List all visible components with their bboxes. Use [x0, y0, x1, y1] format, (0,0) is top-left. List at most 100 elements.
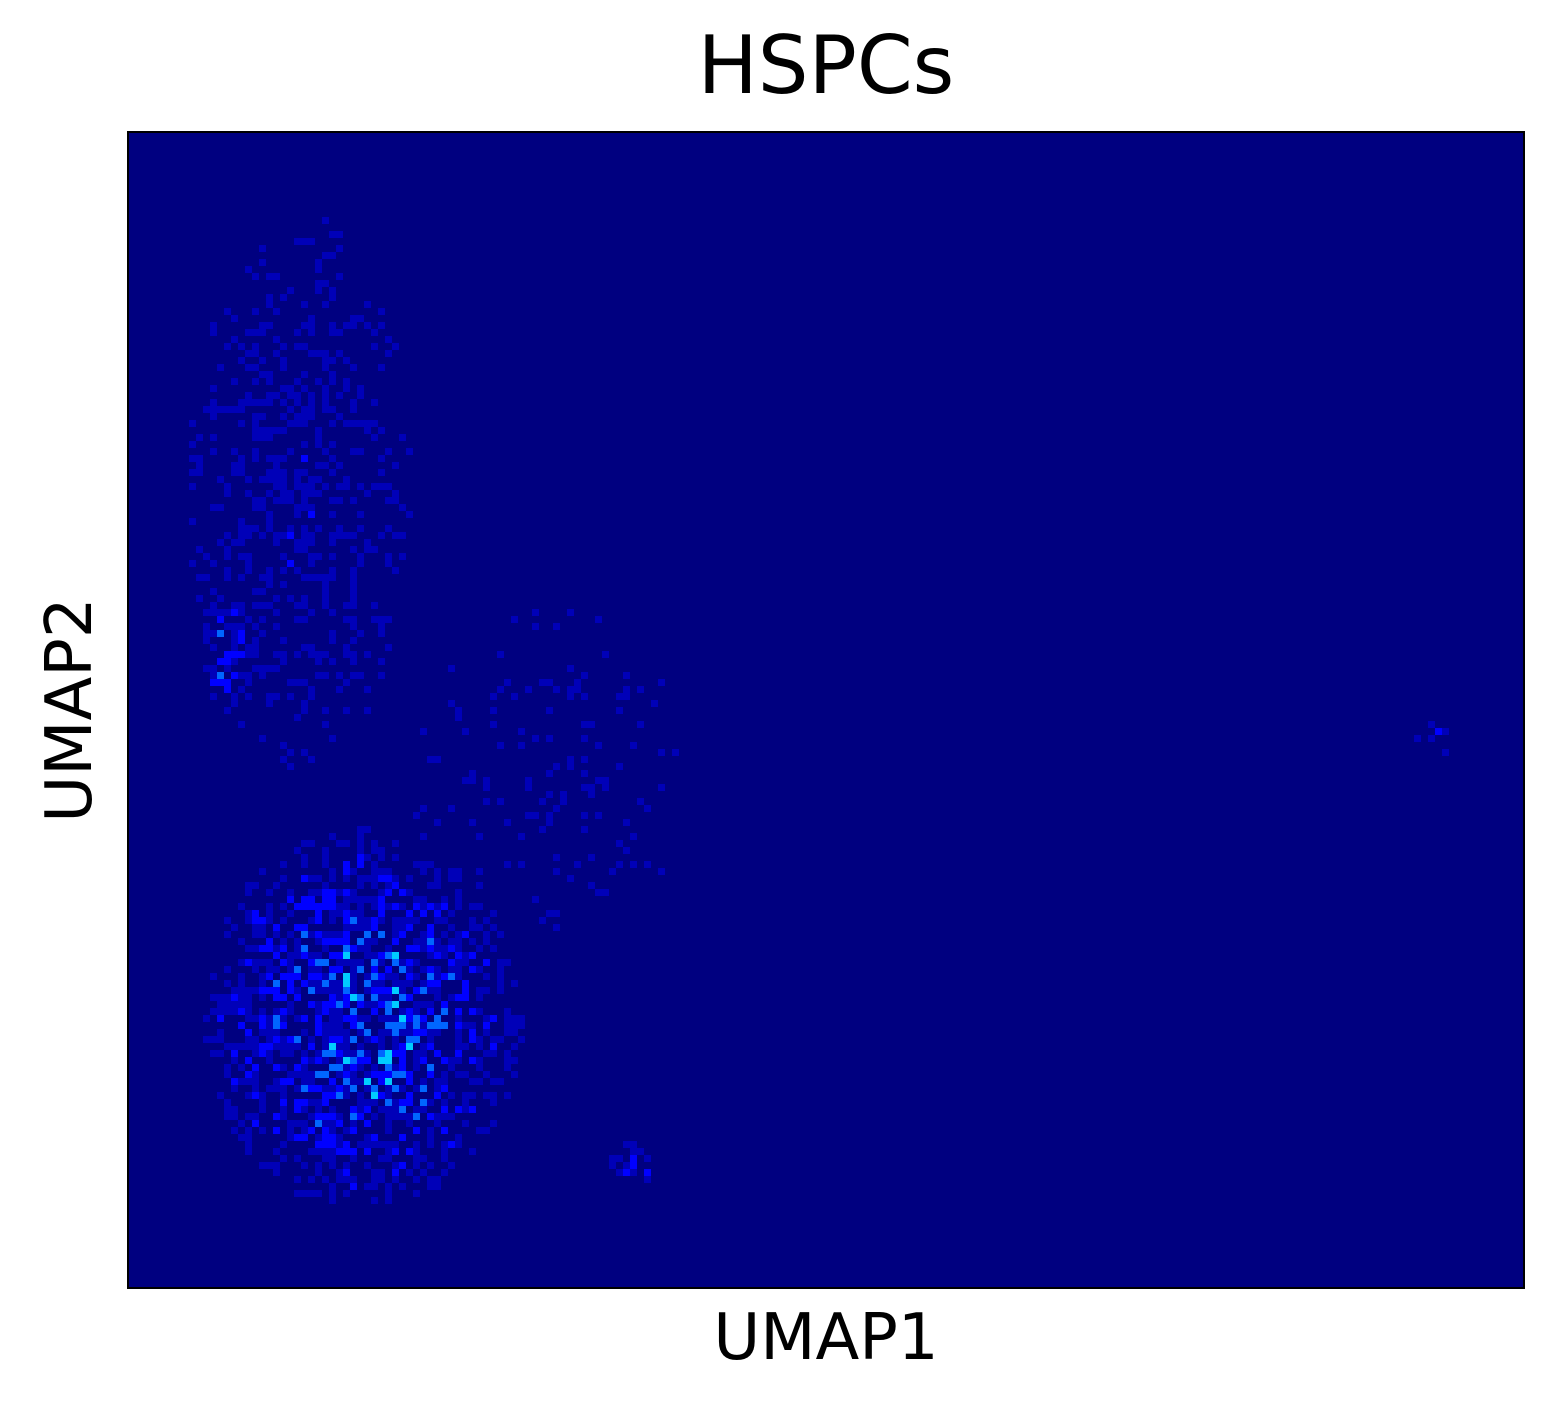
density-cell [455, 896, 462, 903]
density-cell [280, 1099, 287, 1106]
density-cell [406, 973, 413, 980]
density-cell [343, 875, 350, 882]
density-cell [357, 420, 364, 427]
density-cell [490, 910, 497, 917]
density-cell [273, 308, 280, 315]
density-cell [434, 1050, 441, 1057]
density-cell [231, 539, 238, 546]
density-cell [196, 434, 203, 441]
density-cell [329, 1113, 336, 1120]
density-cell [266, 434, 273, 441]
density-cell [406, 945, 413, 952]
density-cell [378, 672, 385, 679]
density-cell [399, 889, 406, 896]
density-cell [252, 1120, 259, 1127]
density-cell [441, 1001, 448, 1008]
density-cell [301, 322, 308, 329]
density-cell [322, 1022, 329, 1029]
density-cell [406, 448, 413, 455]
density-cell [630, 1169, 637, 1176]
density-cell [406, 1008, 413, 1015]
density-cell [280, 742, 287, 749]
density-cell [560, 791, 567, 798]
density-cell [448, 1092, 455, 1099]
density-cell [308, 875, 315, 882]
density-cell [259, 665, 266, 672]
density-cell [378, 854, 385, 861]
density-cell [434, 938, 441, 945]
density-cell [203, 665, 210, 672]
density-cell [378, 1155, 385, 1162]
density-cell [308, 1127, 315, 1134]
density-cell [420, 931, 427, 938]
density-cell [238, 630, 245, 637]
density-cell [259, 1106, 266, 1113]
density-cell [420, 1015, 427, 1022]
density-cell [259, 1050, 266, 1057]
density-cell [350, 672, 357, 679]
density-cell [413, 1085, 420, 1092]
density-cell [336, 1141, 343, 1148]
density-cell [455, 1036, 462, 1043]
density-cell [595, 616, 602, 623]
density-cell [252, 644, 259, 651]
density-cell [441, 952, 448, 959]
density-cell [322, 938, 329, 945]
density-cell [322, 1008, 329, 1015]
density-cell [364, 1120, 371, 1127]
density-cell [378, 658, 385, 665]
density-cell [301, 644, 308, 651]
density-cell [245, 616, 252, 623]
density-cell [238, 637, 245, 644]
density-cell [273, 462, 280, 469]
density-cell [322, 574, 329, 581]
density-cell [427, 931, 434, 938]
density-cell [392, 1001, 399, 1008]
density-cell [441, 1085, 448, 1092]
density-cell [413, 1190, 420, 1197]
density-cell [371, 1064, 378, 1071]
density-cell [392, 924, 399, 931]
density-cell [287, 749, 294, 756]
density-cell [385, 553, 392, 560]
density-cell [651, 700, 658, 707]
density-cell [406, 1169, 413, 1176]
density-cell [434, 994, 441, 1001]
density-cell [322, 1127, 329, 1134]
density-cell [224, 532, 231, 539]
density-cell [301, 1071, 308, 1078]
density-cell [469, 1036, 476, 1043]
density-cell [245, 917, 252, 924]
density-cell [308, 238, 315, 245]
density-cell [322, 973, 329, 980]
density-cell [322, 903, 329, 910]
density-cell [273, 931, 280, 938]
density-cell [392, 343, 399, 350]
density-cell [357, 910, 364, 917]
density-cell [280, 994, 287, 1001]
density-cell [301, 1015, 308, 1022]
density-cell [399, 1029, 406, 1036]
density-cell [385, 994, 392, 1001]
density-cell [294, 847, 301, 854]
density-cell [511, 1029, 518, 1036]
density-cell [259, 497, 266, 504]
density-cell [343, 861, 350, 868]
density-cell [448, 875, 455, 882]
density-cell [189, 420, 196, 427]
density-cell [329, 1127, 336, 1134]
density-cell [581, 784, 588, 791]
density-cell [266, 581, 273, 588]
density-cell [392, 959, 399, 966]
density-cell [217, 476, 224, 483]
density-cell [357, 448, 364, 455]
density-cell [217, 1008, 224, 1015]
density-cell [259, 1043, 266, 1050]
density-cell [441, 903, 448, 910]
density-cell [245, 532, 252, 539]
density-cell [441, 1099, 448, 1106]
density-cell [371, 1183, 378, 1190]
density-cell [322, 945, 329, 952]
density-cell [294, 1190, 301, 1197]
density-cell [210, 406, 217, 413]
